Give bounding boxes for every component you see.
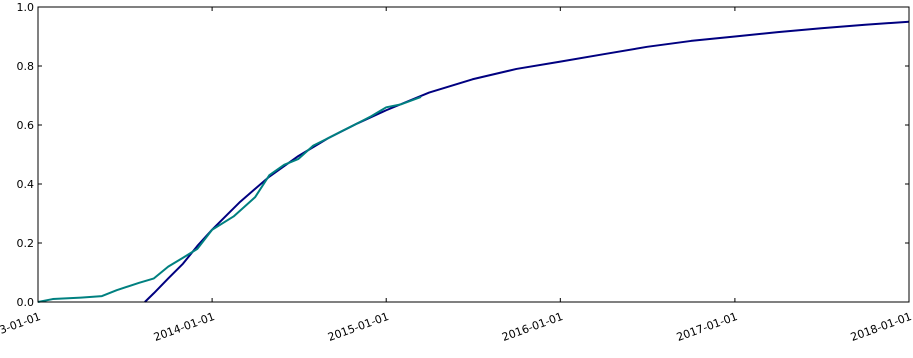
x-tick-label: 2018-01-01: [849, 310, 913, 344]
series-line-1: [144, 20, 910, 303]
series-line-2: [37, 96, 422, 303]
y-tick-label: 0.0: [17, 296, 35, 309]
y-tick-label: 0.6: [17, 119, 35, 132]
tick-labels-layer: 0.0 0.2 0.4 0.6 0.8 1.0 2013-01-01 2014-01-01 20…: [0, 1, 913, 344]
y-tick-label: 0.4: [17, 178, 35, 191]
series-layer: [37, 20, 910, 303]
x-tick-label: 2014-01-01: [152, 310, 217, 344]
plot-frame: [37, 6, 910, 303]
x-tick-label: 2017-01-01: [675, 310, 740, 344]
y-tick-label: 1.0: [17, 1, 35, 14]
x-tick-label: 2013-01-01: [0, 310, 42, 344]
y-tick-label: 0.2: [17, 237, 35, 250]
x-tick-label: 2016-01-01: [500, 310, 565, 344]
y-tick-label: 0.8: [17, 60, 35, 73]
ticks-layer: [37, 6, 910, 303]
x-tick-label: 2015-01-01: [326, 310, 391, 344]
